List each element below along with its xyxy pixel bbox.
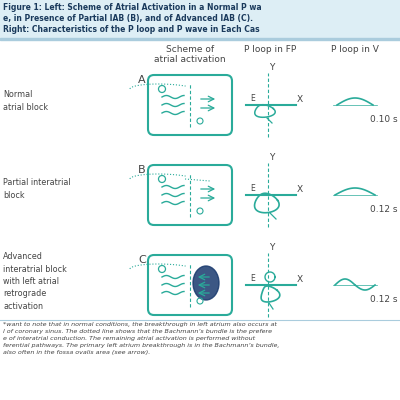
Text: E: E [250,184,255,193]
Text: e, in Presence of Partial IAB (B), and of Advanced IAB (C).: e, in Presence of Partial IAB (B), and o… [3,14,253,23]
Text: Scheme of
atrial activation: Scheme of atrial activation [154,45,226,64]
Text: *want to note that in normal conditions, the breakthrough in left atrium also oc: *want to note that in normal conditions,… [3,322,279,355]
Text: 0.12 s: 0.12 s [370,205,398,214]
Bar [0,0,400,38]
Text: X: X [297,275,303,284]
Text: 0.12 s: 0.12 s [370,295,398,304]
Text: Figure 1: Left: Scheme of Atrial Activation in a Normal P wa: Figure 1: Left: Scheme of Atrial Activat… [3,3,262,12]
Text: E: E [250,274,255,283]
Text: P loop in V: P loop in V [331,45,379,54]
Text: Y: Y [269,63,274,72]
Text: X: X [297,95,303,104]
Text: C: C [138,255,146,265]
Text: Partial interatrial
block: Partial interatrial block [3,178,71,200]
Text: Y: Y [269,153,274,162]
Text: 0.10 s: 0.10 s [370,115,398,124]
Ellipse shape [193,266,219,300]
FancyBboxPatch shape [148,165,232,225]
Text: Right: Characteristics of the P loop and P wave in Each Cas: Right: Characteristics of the P loop and… [3,25,260,34]
Text: E: E [250,94,255,103]
Text: Y: Y [269,243,274,252]
Text: A: A [138,75,146,85]
Bar [0,38,400,40]
Text: Advanced
interatrial block
with left atrial
retrograde
activation: Advanced interatrial block with left atr… [3,252,67,311]
Text: B: B [138,165,146,175]
FancyBboxPatch shape [148,75,232,135]
Text: P loop in FP: P loop in FP [244,45,296,54]
Text: X: X [297,185,303,194]
Text: Normal
atrial block: Normal atrial block [3,90,48,112]
FancyBboxPatch shape [148,255,232,315]
